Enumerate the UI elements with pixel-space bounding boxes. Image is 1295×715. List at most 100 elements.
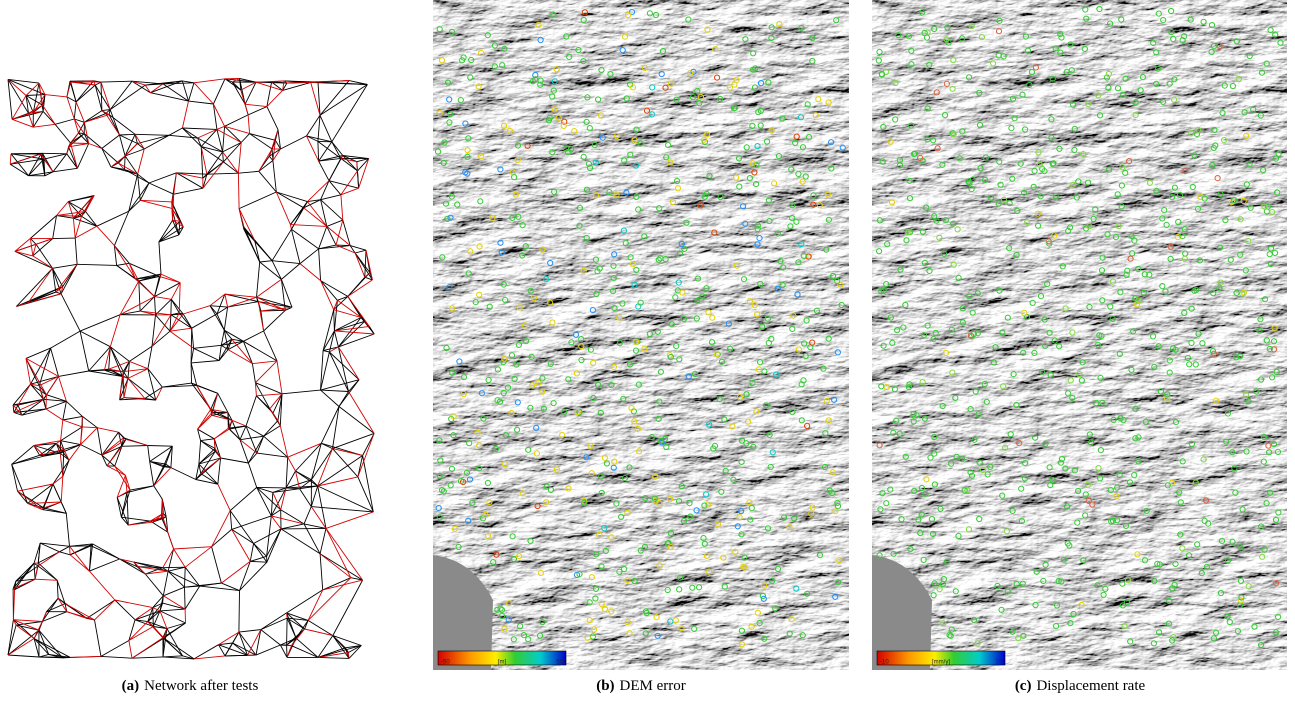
point-symbol [1267,245,1275,252]
network-edge [155,314,171,332]
point-symbol [449,369,456,376]
point-symbol [1116,472,1123,479]
sea [872,555,932,670]
network-edge [334,325,370,332]
network-edge [7,78,46,96]
point-symbol [743,440,750,447]
network-edge [42,94,46,112]
point-symbol [799,178,806,185]
network-edge [320,351,330,391]
point-symbol [880,123,887,131]
network-edge [96,210,129,227]
point-symbol [1146,271,1153,278]
point-symbol [779,115,786,122]
point-symbol [1058,34,1065,41]
point-symbol [1110,416,1117,423]
point-symbol [1155,10,1162,17]
point-symbol [789,409,796,416]
point-symbol [610,288,617,295]
network-edge [277,129,281,150]
point-symbol [539,619,546,626]
network-edge [286,81,311,84]
caption-text: DEM error [619,678,686,694]
network-edge [286,617,297,639]
point-symbol [1268,260,1275,267]
point-symbol [997,181,1004,188]
network-edge [101,439,127,456]
point-symbol [822,430,829,437]
network-edge [60,293,81,332]
network-edge [291,628,305,646]
network-edge [25,358,47,395]
point-symbol [1237,216,1244,223]
network-edge [106,446,123,467]
network-edge [33,563,36,580]
point-symbol [580,267,587,274]
network-edge [100,80,133,83]
point-symbol [738,437,746,444]
point-symbol [1114,85,1122,92]
point-symbol [833,17,840,24]
network-edge [165,516,169,533]
network-edge [232,78,240,83]
point-symbol [887,314,894,321]
point-symbol [760,595,767,602]
point-symbol [967,332,975,339]
point-symbol [624,619,631,626]
point-symbol [837,281,844,288]
network-edge [320,350,324,391]
point-symbol [1055,577,1062,585]
point-symbol [875,57,882,64]
point-symbol [1047,371,1054,379]
point-symbol [931,25,938,33]
point-symbol [919,228,927,235]
network-edge [231,529,251,562]
point-symbol [1124,576,1131,584]
network-edge [66,611,87,619]
point-symbol [592,595,599,602]
point-symbol [508,352,516,359]
network-edge [10,158,45,165]
point-symbol [1141,557,1149,564]
point-symbol [636,448,643,455]
network-edge [256,486,273,493]
point-symbol [1245,238,1252,245]
point-symbol [1058,455,1066,463]
network-edge [16,286,63,307]
network-edge [307,577,352,621]
network-edge [172,219,184,228]
point-symbol [681,245,688,252]
point-symbol [743,391,750,398]
displacement-rate-map: -10 [mm/y] 10 [872,0,1287,670]
network-edge [69,80,72,83]
point-symbol [675,279,682,286]
point-symbol [1067,41,1074,48]
point-symbol [740,203,747,210]
network-edge [320,280,338,301]
network-edge [276,191,304,209]
network-edge [32,255,53,269]
point-symbol [1118,203,1125,210]
point-symbol [905,33,913,40]
network-edge [15,562,35,582]
point-symbol [730,476,737,483]
point-symbol [706,568,713,575]
network-edge [143,134,170,150]
point-symbol [448,465,456,472]
network-edge [169,313,184,332]
point-symbol [1037,293,1045,300]
network-edge [133,561,169,572]
point-symbol [732,548,739,555]
point-symbol [460,54,467,61]
network-edge [200,473,219,485]
point-symbol [667,530,674,537]
point-symbol [613,132,620,140]
point-symbol [1080,151,1087,158]
network-edge [26,94,46,96]
point-symbol [583,186,591,193]
network-edge [21,398,44,416]
point-symbol [611,251,618,258]
point-symbol [486,499,493,506]
point-symbol [478,49,485,57]
network-edge [15,578,36,582]
